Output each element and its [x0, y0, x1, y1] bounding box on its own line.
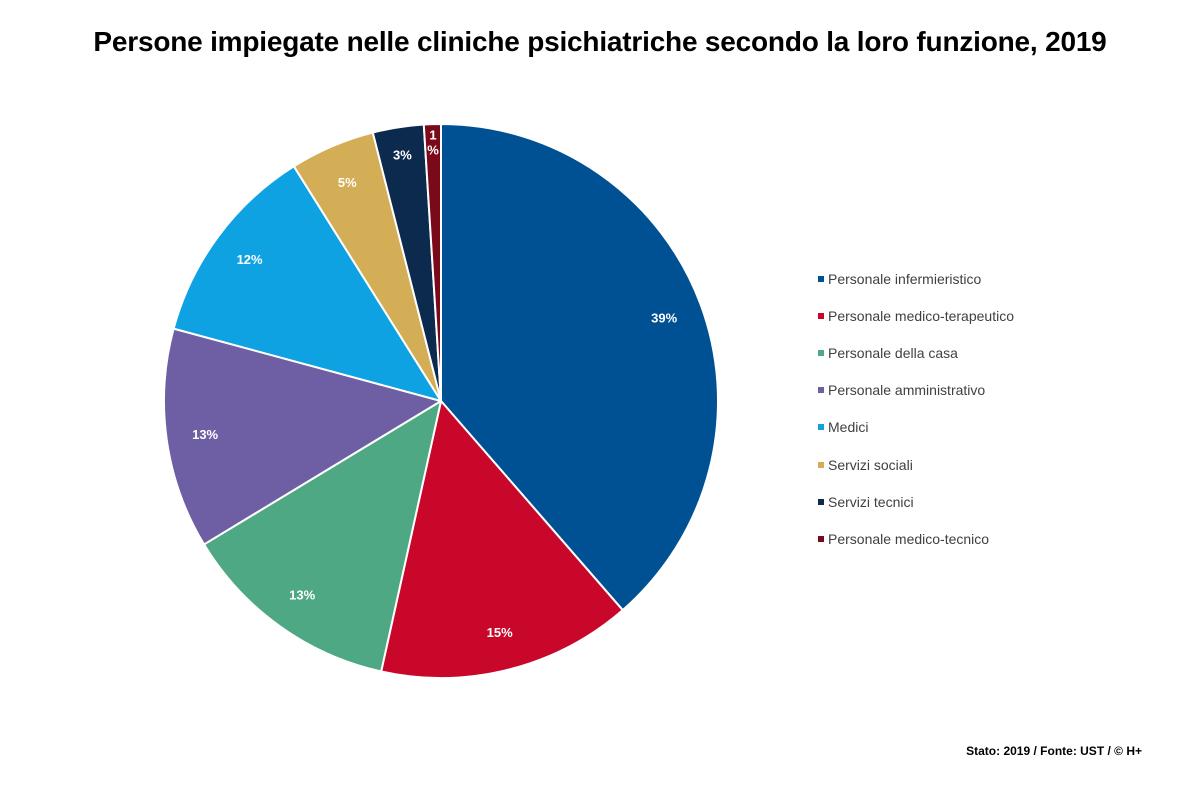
slice-label-personale-della-casa: 13%	[289, 588, 315, 603]
pie-slice-medici	[172, 165, 442, 402]
source-note: Stato: 2019 / Fonte: UST / © H+	[966, 744, 1142, 758]
legend-item-personale-della-casa: Personale della casa	[818, 334, 1014, 371]
legend-item-servizi-tecnici: Servizi tecnici	[818, 483, 1014, 520]
legend-label: Personale infermieristico	[828, 270, 982, 287]
pie-slice-personale-della-casa	[203, 400, 442, 673]
pie-slice-personale-infermieristico	[440, 123, 719, 612]
legend-swatch	[818, 349, 824, 356]
legend-item-personale-medico-tecnico: Personale medico-tecnico	[818, 520, 1014, 557]
legend-swatch	[818, 424, 824, 431]
slice-label-personale-medico-terapeutico: 15%	[487, 625, 513, 640]
legend-item-servizi-sociali: Servizi sociali	[818, 446, 1014, 483]
legend-swatch	[818, 312, 824, 319]
pie-slice-personale-medico-tecnico	[422, 123, 442, 402]
legend: Personale infermieristico Personale medic…	[818, 260, 1014, 558]
pie-slice-labels: 39% 15% 13% 13% 12% 5% 3% 1%	[192, 128, 677, 640]
legend-swatch	[818, 461, 824, 468]
chart-title: Persone impiegate nelle cliniche psichia…	[93, 26, 1107, 57]
legend-swatch	[818, 275, 824, 282]
legend-item-personale-medico-terapeutico: Personale medico-terapeutico	[818, 297, 1014, 334]
legend-swatch	[818, 387, 824, 394]
slice-label-personale-medico-tecnico: 1%	[427, 128, 439, 158]
legend-label: Personale medico-tecnico	[828, 530, 990, 547]
slice-label-personale-infermieristico: 39%	[651, 311, 677, 326]
legend-label: Personale della casa	[828, 344, 958, 361]
legend-item-personale-amministrativo: Personale amministrativo	[818, 372, 1014, 409]
slice-label-servizi-sociali: 5%	[338, 175, 357, 190]
legend-label: Personale medico-terapeutico	[828, 307, 1014, 324]
legend-item-medici: Medici	[818, 409, 1014, 446]
legend-label: Servizi sociali	[828, 456, 913, 473]
pie-slice-personale-medico-terapeutico	[380, 400, 624, 679]
legend-label: Medici	[828, 419, 869, 436]
legend-label: Servizi tecnici	[828, 493, 914, 510]
pie-slices	[163, 123, 719, 679]
legend-swatch	[818, 535, 824, 542]
legend-swatch	[818, 498, 824, 505]
legend-label: Personale amministrativo	[828, 382, 986, 399]
slice-label-personale-amministrativo: 13%	[192, 427, 218, 442]
legend-item-personale-infermieristico: Personale infermieristico	[818, 260, 1014, 297]
slice-label-servizi-tecnici: 3%	[393, 148, 412, 163]
slice-label-medici: 12%	[237, 252, 263, 267]
